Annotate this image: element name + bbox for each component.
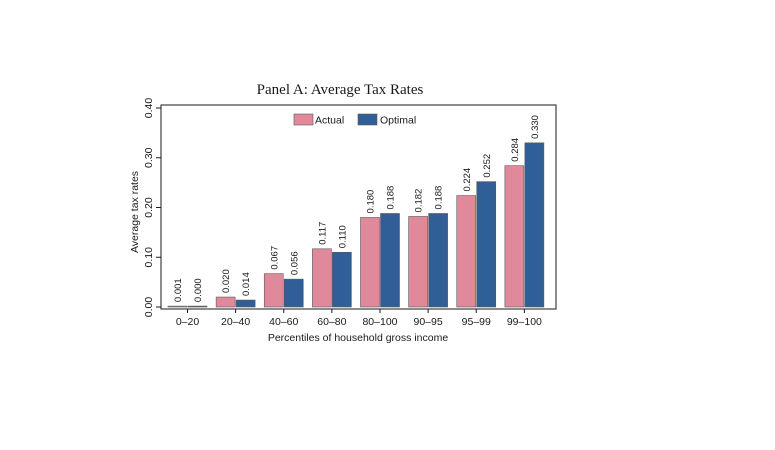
data-label: 0.056	[289, 251, 300, 275]
x-tick-label: 20–40	[221, 316, 250, 328]
bar-optimal	[476, 181, 497, 308]
data-label: 0.180	[366, 190, 377, 214]
bar-optimal	[235, 299, 256, 308]
bar-actual	[504, 165, 525, 308]
bar-optimal	[524, 142, 545, 308]
data-label: 0.014	[241, 272, 252, 296]
data-label: 0.110	[337, 225, 348, 248]
legend-label-optimal: Optimal	[380, 115, 416, 127]
data-label: 0.020	[221, 269, 232, 293]
bar-actual	[312, 248, 332, 308]
data-label: 0.182	[414, 189, 425, 213]
data-label: 0.284	[510, 138, 521, 162]
bar-optimal	[428, 213, 448, 308]
data-label: 0.117	[317, 222, 328, 245]
x-axis-label: Percentiles of household gross income	[268, 332, 449, 344]
y-axis-label: Average tax rates	[129, 171, 141, 253]
bar-actual	[360, 217, 380, 308]
x-tick-label: 90–95	[414, 316, 443, 328]
bar-actual	[456, 195, 477, 308]
bar-actual	[167, 305, 188, 308]
plot-area: 0.00 0.10 0.20 0.30 0.40 0.001 0.000 0–20 0.020 0…	[143, 98, 557, 328]
bar-actual	[408, 216, 428, 308]
y-tick-label: 0.00	[143, 297, 155, 318]
data-label: 0.252	[482, 154, 493, 178]
bar-actual	[263, 273, 284, 308]
data-label: 0.001	[173, 278, 184, 302]
y-tick-label: 0.30	[143, 147, 155, 168]
bar-optimal	[187, 305, 208, 308]
data-label: 0.067	[269, 246, 280, 270]
x-tick-label: 95–99	[462, 316, 491, 328]
data-label: 0.188	[386, 186, 397, 210]
chart-title: Panel A: Average Tax Rates	[257, 82, 424, 98]
legend-swatch-optimal	[357, 113, 378, 126]
x-tick-label: 80–100	[362, 316, 397, 328]
legend-swatch-actual	[293, 113, 314, 126]
y-tick-label: 0.10	[143, 247, 155, 268]
y-tick-label: 0.40	[143, 98, 155, 119]
x-tick-label: 99–100	[507, 316, 542, 328]
bar-optimal	[283, 278, 304, 308]
x-tick-label: 40–60	[269, 316, 298, 328]
data-label: 0.000	[193, 278, 204, 302]
x-tick-label: 60–80	[317, 316, 346, 328]
x-tick-label: 0–20	[176, 316, 200, 328]
data-label: 0.224	[462, 168, 473, 192]
y-tick-label: 0.20	[143, 197, 155, 218]
bar-optimal	[332, 251, 352, 308]
bar-actual	[215, 296, 236, 308]
data-label: 0.330	[530, 115, 541, 139]
data-label: 0.188	[434, 186, 445, 210]
bar-optimal	[380, 213, 400, 308]
legend-label-actual: Actual	[315, 115, 344, 127]
